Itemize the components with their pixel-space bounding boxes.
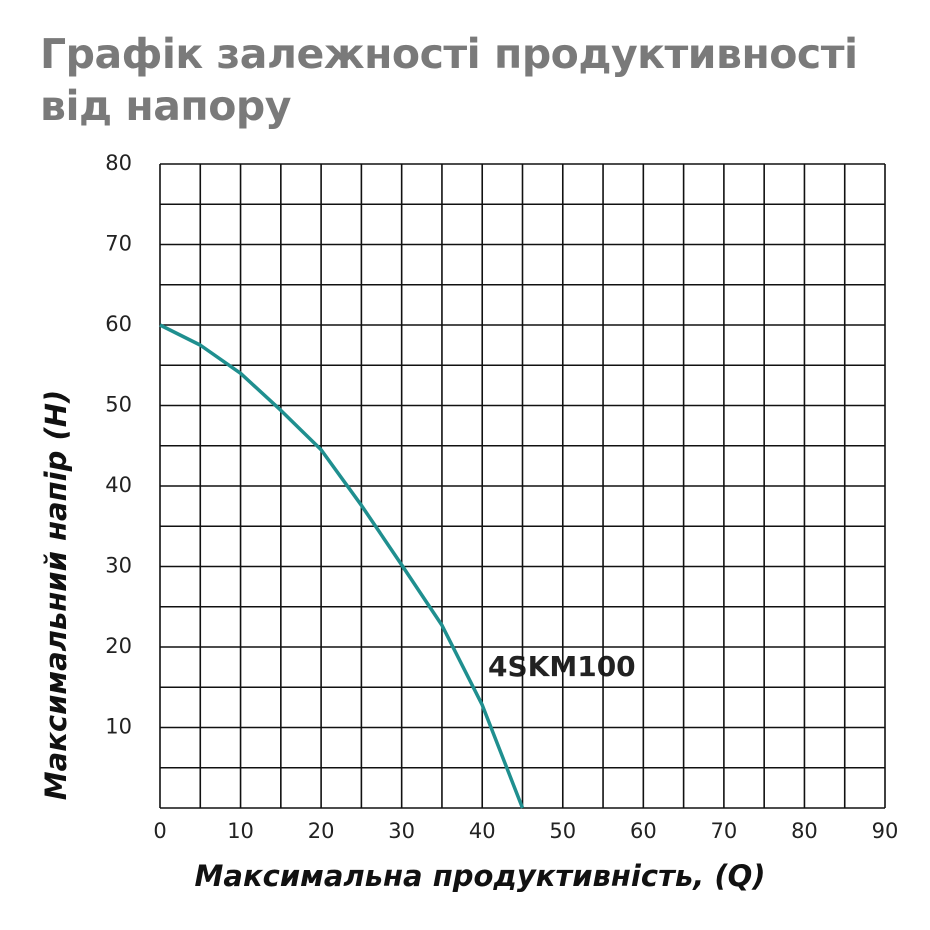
x-axis-label: Максимальна продуктивність, (Q) <box>195 859 766 893</box>
x-tick-label: 70 <box>711 819 738 843</box>
y-tick-label: 60 <box>105 312 132 336</box>
y-tick-label: 30 <box>105 554 132 578</box>
y-tick-label: 40 <box>105 473 132 497</box>
x-tick-label: 60 <box>630 819 657 843</box>
annotation: 4SKM100 <box>488 650 636 683</box>
y-tick-label: 20 <box>105 634 132 658</box>
y-axis-label: Максимальний напір (H) <box>39 390 73 800</box>
y-tick-label: 70 <box>105 232 132 256</box>
x-tick-label: 20 <box>308 819 335 843</box>
y-tick-label: 50 <box>105 393 132 417</box>
y-tick-label: 80 <box>105 151 132 175</box>
chart-title: Графік залежності продуктивності від нап… <box>40 30 858 130</box>
x-tick-label: 90 <box>872 819 899 843</box>
x-tick-label: 40 <box>469 819 496 843</box>
line <box>159 323 525 809</box>
x-tick-label: 0 <box>153 819 166 843</box>
x-tick-label: 30 <box>388 819 415 843</box>
x-tick-label: 50 <box>549 819 576 843</box>
y-tick-label: 10 <box>105 715 132 739</box>
x-tick-label: 10 <box>227 819 254 843</box>
x-tick-label: 80 <box>791 819 818 843</box>
